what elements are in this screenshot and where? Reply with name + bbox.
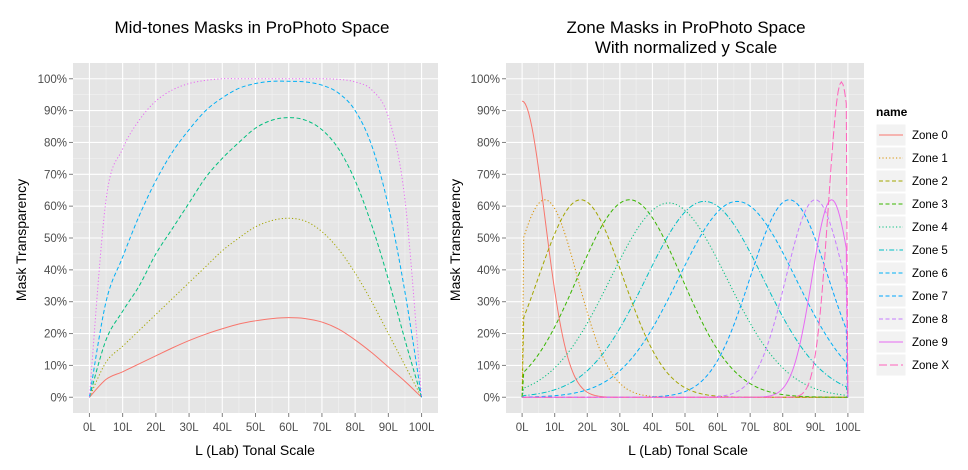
left-y-tick-label: 10%	[44, 360, 67, 372]
left-y-tick-label: 80%	[44, 137, 67, 149]
legend-label: Zone 7	[912, 291, 948, 303]
right-series-line-9	[522, 199, 849, 398]
legend-key-box	[875, 261, 907, 285]
left-x-tick-label: 20L	[146, 422, 166, 434]
legend-label: Zone 8	[912, 314, 948, 326]
right-y-axis-title: Mask Transparency	[447, 179, 463, 301]
left-series-group	[88, 78, 423, 398]
left-series-line-0	[89, 317, 422, 398]
right-y-tick-label: 10%	[477, 360, 500, 372]
legend-label: Zone 9	[912, 337, 948, 349]
left-y-tick-label: 0%	[50, 392, 67, 404]
left-y-ticks: 0% 10% 20% 30% 40% 50% 60% 70% 80% 90% 100%	[38, 74, 73, 404]
left-x-tick-label: 30L	[179, 422, 199, 434]
right-series-group	[521, 81, 849, 398]
legend-label: Zone 4	[912, 222, 948, 234]
right-y-tick-label: 100%	[471, 74, 500, 86]
right-y-tick-label: 80%	[477, 137, 500, 149]
left-series-line-1	[88, 217, 423, 398]
right-x-tick-label: 20L	[578, 422, 598, 434]
right-x-tick-label: 30L	[610, 422, 630, 434]
left-x-tick-label: 80L	[346, 422, 366, 434]
left-grid	[73, 63, 438, 413]
left-y-axis-title: Mask Transparency	[13, 179, 29, 301]
legend-label: Zone 5	[912, 245, 948, 257]
right-series-line-5	[521, 200, 849, 398]
right-series-line-6	[522, 200, 849, 398]
left-series-line-2	[88, 117, 423, 398]
right-chart-subtitle: With normalized y Scale	[595, 38, 777, 57]
right-x-tick-label: 70L	[741, 422, 761, 434]
right-x-tick-label: 80L	[773, 422, 793, 434]
legend-key-box	[875, 284, 907, 308]
left-series-line-4	[88, 78, 423, 398]
right-x-tick-label: 0L	[516, 422, 529, 434]
legend-key-box	[875, 192, 907, 216]
right-y-tick-label: 0%	[483, 392, 500, 404]
left-y-tick-label: 50%	[44, 233, 67, 245]
right-x-tick-label: 100L	[835, 422, 861, 434]
right-x-tick-label: 50L	[675, 422, 695, 434]
left-y-tick-label: 20%	[44, 329, 67, 341]
legend-items: Zone 0 Zone 1 Zone 2 Zone 3 Zone 4 Zone 5 Zone…	[875, 123, 949, 377]
left-x-tick-label: 0L	[83, 422, 96, 434]
left-y-tick-label: 90%	[44, 106, 67, 118]
right-y-tick-label: 40%	[477, 265, 500, 277]
legend-key-box	[875, 307, 907, 331]
left-y-tick-label: 100%	[38, 74, 67, 86]
right-y-ticks: 0% 10% 20% 30% 40% 50% 60% 70% 80% 90% 100%	[471, 74, 506, 404]
legend-title: name	[876, 105, 908, 119]
legend-key-box	[875, 169, 907, 193]
left-y-tick-label: 40%	[44, 265, 67, 277]
left-series-line-3	[88, 80, 423, 398]
legend-label: Zone 0	[912, 130, 948, 142]
right-chart-title: Zone Masks in ProPhoto Space	[566, 18, 805, 37]
right-y-tick-label: 60%	[477, 201, 500, 213]
left-chart-title: Mid-tones Masks in ProPhoto Space	[115, 18, 390, 37]
right-y-tick-label: 30%	[477, 297, 500, 309]
right-series-line-4	[521, 202, 849, 398]
right-x-tick-label: 90L	[806, 422, 826, 434]
right-series-line-10	[522, 81, 849, 398]
right-x-tick-label: 60L	[708, 422, 728, 434]
left-x-tick-label: 10L	[113, 422, 133, 434]
right-x-tick-label: 40L	[643, 422, 663, 434]
left-y-tick-label: 60%	[44, 201, 67, 213]
left-x-axis-title: L (Lab) Tonal Scale	[195, 442, 315, 458]
legend-key-box	[875, 215, 907, 239]
left-x-tick-label: 90L	[379, 422, 399, 434]
left-x-tick-label: 70L	[312, 422, 332, 434]
left-x-tick-label: 100L	[409, 422, 435, 434]
legend-key-box	[875, 146, 907, 170]
left-chart: Mid-tones Masks in ProPhoto Space 0% 10% 2…	[13, 18, 438, 458]
right-y-tick-label: 70%	[477, 169, 500, 181]
legend-label: Zone 2	[912, 176, 948, 188]
left-x-ticks: 0L 10L 20L 30L 40L 50L 60L 70L 80L 90L 100L	[83, 413, 435, 434]
right-y-tick-label: 20%	[477, 329, 500, 341]
legend-label: Zone 3	[912, 199, 948, 211]
legend-label: Zone X	[912, 360, 949, 372]
right-series-line-3	[521, 199, 848, 398]
right-y-tick-label: 90%	[477, 106, 500, 118]
right-x-axis-title: L (Lab) Tonal Scale	[628, 442, 748, 458]
left-x-tick-label: 50L	[246, 422, 266, 434]
left-x-tick-label: 40L	[213, 422, 233, 434]
left-x-tick-label: 60L	[279, 422, 299, 434]
left-y-tick-label: 30%	[44, 297, 67, 309]
legend-label: Zone 6	[912, 268, 948, 280]
right-x-ticks: 0L 10L 20L 30L 40L 50L 60L 70L 80L 90L 100L	[516, 413, 861, 434]
right-series-line-2	[521, 199, 848, 398]
right-y-tick-label: 50%	[477, 233, 500, 245]
left-y-tick-label: 70%	[44, 169, 67, 181]
legend-label: Zone 1	[912, 153, 948, 165]
right-chart: Zone Masks in ProPhoto Space With normal…	[447, 18, 864, 458]
right-x-tick-label: 10L	[545, 422, 565, 434]
